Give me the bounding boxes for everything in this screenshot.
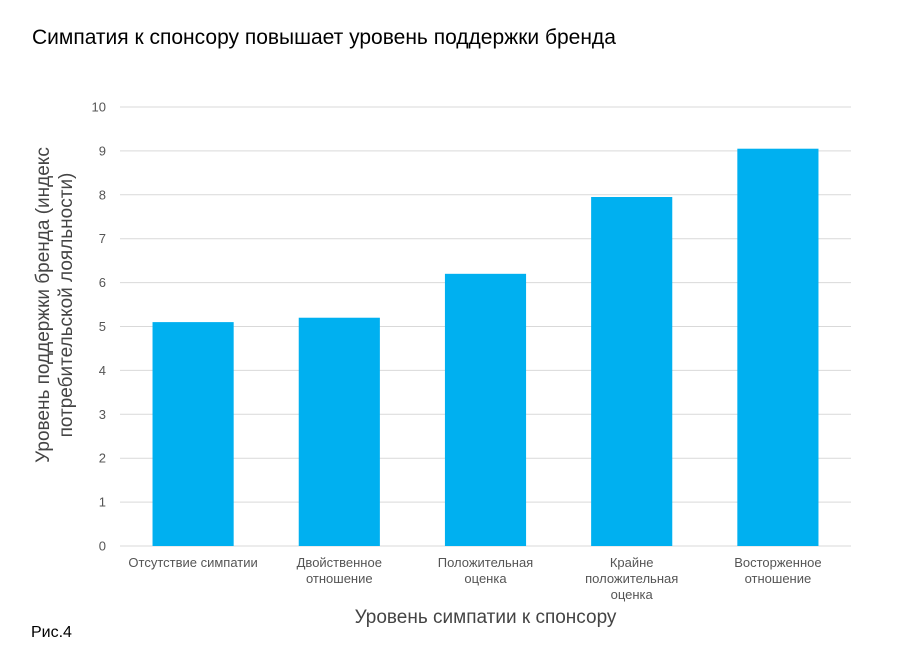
- y-tick-label: 9: [99, 143, 106, 158]
- y-tick-label: 10: [92, 100, 106, 115]
- bar: [152, 322, 234, 546]
- y-tick-label: 6: [99, 275, 106, 290]
- labels-layer: 0 1 2 3 4 5 6 7 8 9 10 Отсутствие симпатии Двойствен…: [92, 100, 822, 603]
- x-axis-title: Уровень симпатии к спонсору: [354, 607, 617, 628]
- x-tick-label: Двойственное: [297, 555, 382, 570]
- figure-caption: Рис.4: [31, 624, 72, 641]
- y-tick-label: 0: [99, 539, 106, 554]
- chart-title: Симпатия к спонсору повышает уровень под…: [32, 26, 616, 49]
- x-tick-label: Положительная: [438, 555, 533, 570]
- bar: [591, 196, 673, 546]
- y-tick-label: 8: [99, 187, 106, 202]
- x-tick-label: Отсутствие симпатии: [128, 555, 257, 570]
- y-tick-label: 7: [99, 231, 106, 246]
- x-tick-label: оценка: [611, 587, 654, 602]
- x-tick-label: оценка: [464, 571, 507, 586]
- bar: [298, 317, 380, 546]
- bar: [444, 273, 527, 546]
- x-tick-label: положительная: [585, 571, 678, 586]
- x-tick-label: отношение: [306, 571, 373, 586]
- x-tick-label: отношение: [745, 571, 812, 586]
- x-tick-label: Крайне: [610, 555, 654, 570]
- y-tick-label: 2: [99, 451, 106, 466]
- y-tick-label: 1: [99, 495, 106, 510]
- y-tick-label: 5: [99, 319, 106, 334]
- bars-layer: [152, 148, 819, 546]
- bar: [737, 148, 819, 546]
- y-tick-label: 4: [99, 363, 106, 378]
- x-tick-label: Восторженное: [734, 555, 821, 570]
- y-tick-label: 3: [99, 407, 106, 422]
